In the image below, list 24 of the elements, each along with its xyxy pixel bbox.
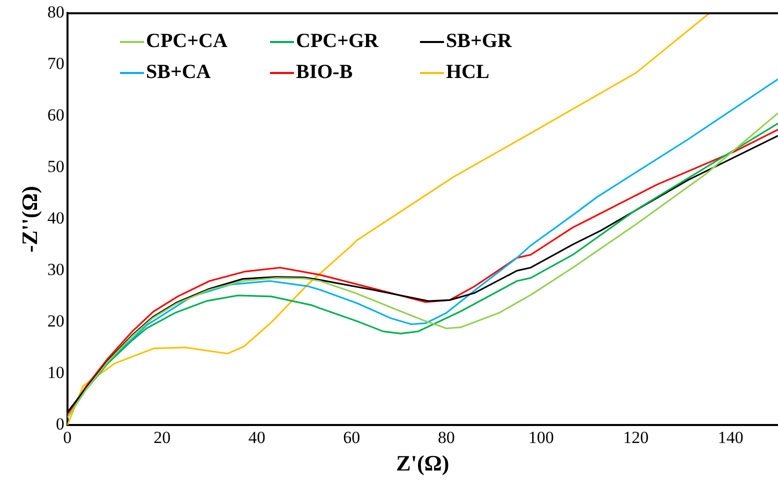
- y-tick-label: 50: [47, 157, 64, 176]
- legend-label: SB+CA: [146, 61, 211, 84]
- y-tick-label: 40: [47, 208, 64, 228]
- x-tick-label: 20: [154, 428, 171, 447]
- x-tick-label: 40: [248, 428, 266, 447]
- x-tick-label: 140: [718, 428, 744, 447]
- legend-label: BIO-B: [296, 61, 353, 84]
- legend-label: CPC+CA: [146, 30, 228, 53]
- x-tick-label: 100: [528, 428, 554, 447]
- x-tick-label: 60: [343, 428, 360, 447]
- y-tick-label: 20: [47, 312, 64, 331]
- legend-label: SB+GR: [446, 30, 512, 53]
- legend-label: CPC+GR: [296, 30, 378, 53]
- y-tick-label: 30: [47, 260, 64, 280]
- y-tick-label: 0: [56, 414, 64, 434]
- y-axis-title: -Z''(Ω): [16, 186, 42, 252]
- y-tick-label: 80: [47, 2, 64, 22]
- x-tick-label: 80: [438, 428, 455, 447]
- y-tick-label: 70: [47, 54, 64, 74]
- x-tick-label: 120: [623, 428, 649, 447]
- x-axis-title: Z'(Ω): [396, 450, 450, 476]
- y-tick-label: 60: [47, 106, 64, 125]
- legend-label: HCL: [446, 61, 490, 84]
- y-tick-label: 10: [47, 363, 64, 382]
